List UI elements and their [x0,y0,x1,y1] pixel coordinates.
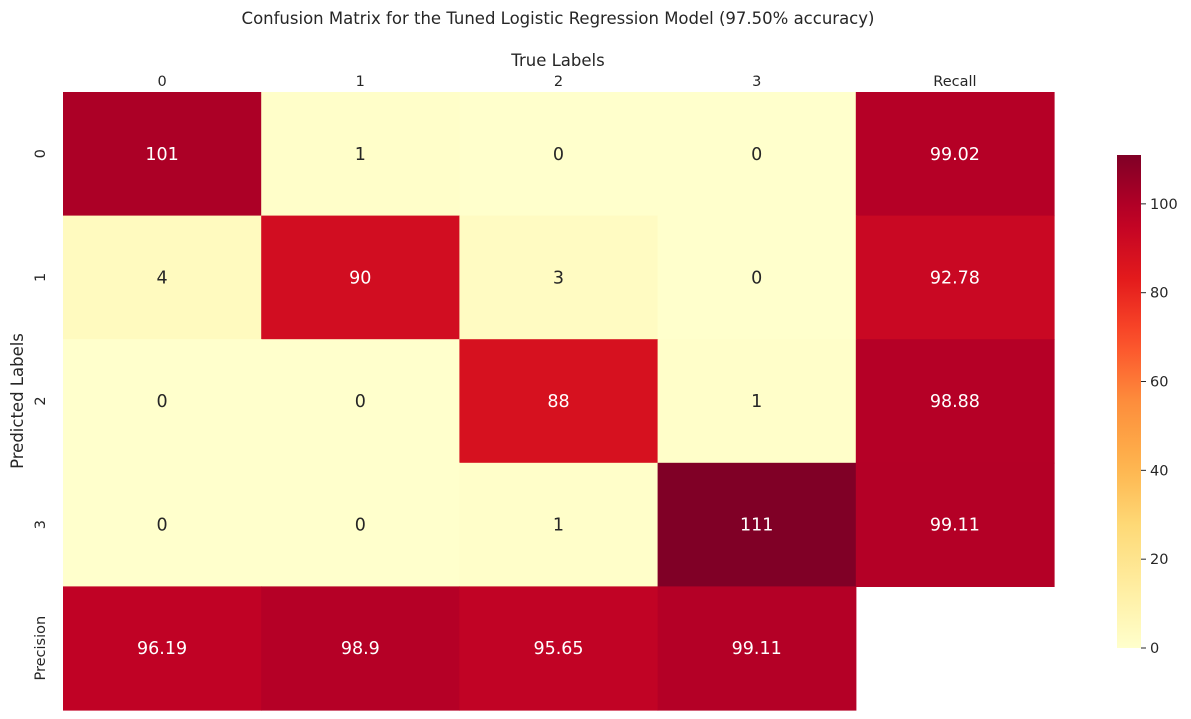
colorbar-tick-label: 60 [1150,375,1168,391]
x-tick-label: 2 [554,74,563,90]
x-tick-label: 1 [356,74,365,90]
cell-value-label: 99.11 [930,516,980,536]
y-tick-label: Precision [33,616,49,681]
heatmap-cell [261,339,460,464]
cell-value-label: 0 [157,516,168,536]
cell-value-label: 1 [751,392,762,412]
cell-value-label: 0 [355,516,366,536]
colorbar-tick-label: 20 [1150,552,1168,568]
heatmap-cell [855,339,1055,464]
cell-value-label: 3 [553,268,564,288]
heatmap-cell [63,215,262,340]
heatmap-cell [63,92,262,217]
cell-value-label: 101 [145,145,178,165]
colorbar-tick-label: 80 [1150,286,1168,302]
heatmap-cell [855,462,1055,587]
cell-value-label: 0 [751,145,762,165]
heatmap-cell [459,339,659,464]
heatmap-cell [63,462,262,587]
cell-value-label: 111 [740,516,773,536]
chart-title: Confusion Matrix for the Tuned Logistic … [242,9,875,28]
x-tick-label: 0 [157,74,166,90]
cell-value-label: 98.9 [341,639,380,659]
heatmap-cell [657,586,857,711]
cell-value-label: 99.11 [732,639,782,659]
cell-value-label: 1 [355,145,366,165]
y-tick-label: 2 [33,396,49,405]
x-tick-label: Recall [933,74,976,90]
heatmap-cell [855,215,1055,340]
cell-value-label: 0 [553,145,564,165]
heatmap-cell [855,92,1055,217]
colorbar-tick-label: 100 [1150,197,1178,213]
heatmap-cell [261,92,460,217]
heatmap-cell [261,586,460,711]
colorbar: 0 20 40 60 80 100 [1117,155,1178,657]
cell-value-label: 0 [157,392,168,412]
heatmap-cells [63,92,1055,711]
cell-value-label: 1 [553,516,564,536]
cell-value-label: 4 [157,268,168,288]
colorbar-tick-label: 40 [1150,463,1168,479]
x-tick-labels: 0 1 2 3 Recall [157,74,976,90]
cell-value-label: 0 [355,392,366,412]
cell-value-label: 95.65 [533,639,583,659]
y-tick-labels: 0 1 2 3 Precision [33,149,49,680]
heatmap-cell [261,215,460,340]
colorbar-gradient [1117,155,1141,648]
y-tick-label: 1 [33,273,49,282]
x-axis-label: True Labels [510,51,604,70]
cell-value-label: 0 [751,268,762,288]
heatmap-cell [459,92,659,217]
heatmap-cell [261,462,460,587]
heatmap-cell-labels: 101 1 0 0 99.024 90 3 0 92.780 0 88 1 98.880 0 1 111 99.… [137,145,980,659]
heatmap-cell [657,339,857,464]
colorbar-tick-label: 0 [1150,641,1159,657]
cell-value-label: 92.78 [930,268,980,288]
y-axis-label: Predicted Labels [8,333,27,469]
cell-value-label: 99.02 [930,145,980,165]
heatmap-cell [657,92,857,217]
y-tick-label: 3 [33,520,49,529]
cell-value-label: 96.19 [137,639,187,659]
heatmap-cell [657,462,857,587]
cell-value-label: 90 [349,268,371,288]
y-tick-label: 0 [33,149,49,158]
colorbar-ticks: 0 20 40 60 80 100 [1141,197,1178,657]
cell-value-label: 88 [547,392,569,412]
heatmap-cell [459,215,659,340]
heatmap-cell [459,462,659,587]
heatmap-cell [63,586,262,711]
heatmap-cell [63,339,262,464]
heatmap-cell [657,215,857,340]
cell-value-label: 98.88 [930,392,980,412]
x-tick-label: 3 [752,74,761,90]
heatmap-cell [459,586,659,711]
